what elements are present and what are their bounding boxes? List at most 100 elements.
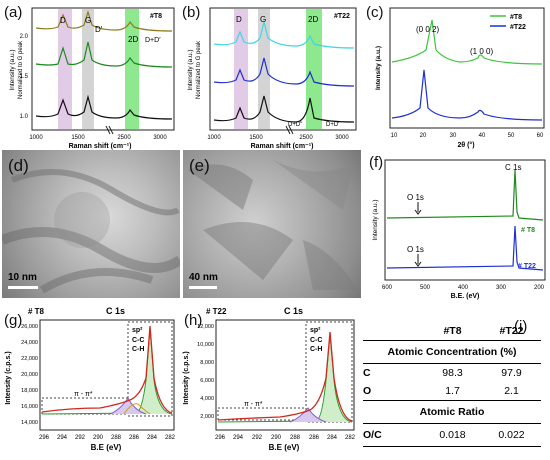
- panel-f: (f) O 1s O 1s C 1s # T8 # T22 600 500 40…: [363, 150, 550, 300]
- d-band: [58, 9, 72, 129]
- xtick: 40: [479, 133, 486, 139]
- ytick: 24,000: [21, 340, 38, 346]
- scale-label-e: 40 nm: [189, 272, 218, 283]
- x-axis-label: B.E (eV): [269, 443, 300, 452]
- panel-c: (c) (0 0 2) (1 0 0) #T8 #T22 10 20 30 40…: [360, 0, 550, 150]
- xtick: 296: [215, 435, 226, 441]
- ytick: 22,000: [21, 356, 38, 362]
- c1s-fit-green: [41, 327, 173, 415]
- x-axis-label: B.E (eV): [91, 443, 122, 452]
- t22-label: # T22: [518, 263, 536, 270]
- ytick: 6,000: [200, 378, 214, 384]
- raman-t8-bottom: [35, 94, 173, 120]
- y-axis-label-2: Normalized to G peak: [18, 40, 24, 99]
- xtick: 292: [252, 435, 263, 441]
- cc-label: C-C: [310, 337, 322, 344]
- ytick: 10,000: [197, 342, 214, 348]
- sp2-label: sp²: [310, 327, 321, 334]
- band-label-2d: 2D: [308, 15, 318, 24]
- composition-table: #T8 #T22 Atomic Concentration (%) C 98.3…: [357, 322, 547, 458]
- xtick: 1000: [29, 135, 43, 141]
- scale-bar-d: [8, 286, 38, 289]
- tem-image-d: (d) 10 nm: [2, 150, 180, 298]
- x-axis-label: 2θ (°): [457, 141, 474, 149]
- o1s-label-t22: O 1s: [407, 245, 424, 254]
- c1s-label: C 1s: [505, 163, 521, 172]
- xrd-t22-line: [391, 69, 543, 121]
- o1s-label-t8: O 1s: [407, 193, 424, 202]
- ytick: 16,000: [21, 404, 38, 410]
- xtick: 294: [233, 435, 244, 441]
- table-header-cell: #T8: [443, 325, 462, 337]
- pipi-label: π - π*: [74, 391, 93, 398]
- scale-bar-e: [189, 286, 217, 289]
- xtick: 282: [165, 435, 176, 441]
- sample-tag: #T8: [150, 13, 162, 20]
- xtick: 294: [57, 435, 68, 441]
- x-axis-label: B.E. (eV): [451, 293, 480, 300]
- panel-i-label: (i): [514, 318, 528, 335]
- xps-t8-line: [386, 169, 544, 221]
- xtick: 288: [111, 435, 122, 441]
- ytick: 2.0: [20, 34, 29, 40]
- xtick: 600: [382, 285, 393, 291]
- legend-t8: #T8: [510, 14, 522, 21]
- cc-label: C-C: [132, 337, 144, 344]
- xtick: 3000: [335, 135, 349, 141]
- xtick: 1500: [71, 135, 85, 141]
- ytick: 26,000: [21, 324, 38, 330]
- band-label-g: G: [85, 16, 91, 25]
- xtick: 300: [496, 285, 507, 291]
- table-section-row: Atomic Ratio: [363, 400, 541, 424]
- band-label-ddprime: D+D′: [326, 122, 340, 128]
- y-axis-label: Intensity (a.u.): [187, 49, 194, 90]
- c1s-fit-purple: [289, 407, 327, 423]
- sp2-label: sp²: [132, 327, 143, 334]
- y-axis-label: Intensity (a.u.): [375, 46, 382, 90]
- ytick: 18,000: [21, 388, 38, 394]
- raman-t22-top: [213, 21, 355, 49]
- section-title: Atomic Ratio: [419, 406, 485, 418]
- y-axis-label: Intensity (c.p.s.): [183, 351, 190, 404]
- y-axis-label: Intensity (c.p.s.): [5, 351, 12, 404]
- table-cell: 98.3: [442, 367, 463, 379]
- xrd-t8-line: [391, 19, 543, 65]
- panel-b: (b) D G 2D D+D″ D+D′ #T22 1000 1500 2500…: [178, 0, 360, 150]
- sample-tag: # T8: [28, 307, 45, 316]
- xtick: 30: [450, 133, 457, 139]
- xtick: 284: [327, 435, 338, 441]
- section-title: Atomic Concentration (%): [387, 346, 517, 358]
- xps-t22-line: [386, 225, 544, 271]
- raman-t22-bottom: [213, 95, 355, 123]
- xtick: 400: [458, 285, 469, 291]
- xps-c1s-t22-plot: # T22 C 1s sp² C-C C-H π - π* 2,000 4,00…: [183, 306, 356, 452]
- xtick: 20: [420, 133, 427, 139]
- table-row: C 98.3 97.9: [363, 364, 541, 383]
- ytick: 12,000: [197, 324, 214, 330]
- scale-label-d: 10 nm: [8, 272, 37, 283]
- table-section-row: Atomic Concentration (%): [363, 341, 541, 364]
- xrd-plot: (0 0 2) (1 0 0) #T8 #T22 10 20 30 40 50 …: [375, 7, 545, 149]
- xtick: 290: [93, 435, 104, 441]
- panel-h: (h) # T22 C 1s sp² C-C C-H π - π* 2,000 …: [180, 300, 358, 460]
- panel-g-label: (g): [4, 312, 23, 329]
- band-label-g: G: [260, 15, 266, 24]
- band-label-d: D: [60, 16, 66, 25]
- peak-label-002: (0 0 2): [416, 25, 439, 34]
- c1s-fit-yellow: [123, 403, 151, 415]
- ch-label: C-H: [132, 346, 144, 353]
- ytick: 14,000: [21, 420, 38, 426]
- panel-f-label: (f): [369, 154, 384, 171]
- ytick: 1.5: [20, 74, 29, 80]
- y-axis-label: Intensity (a.u.): [372, 199, 379, 240]
- table-cell: O/C: [363, 429, 382, 441]
- panel-a: (a) D G D′ 2D D+D′ #T8 1.0 1.5 2.0 1000 …: [0, 0, 178, 150]
- band-label-ddprime: D+D′: [145, 37, 161, 44]
- ytick: 4,000: [200, 396, 214, 402]
- band-label-d: D: [236, 15, 242, 24]
- xtick: 284: [147, 435, 158, 441]
- xtick: 286: [309, 435, 320, 441]
- xtick: 282: [345, 435, 356, 441]
- xtick: 60: [537, 133, 544, 139]
